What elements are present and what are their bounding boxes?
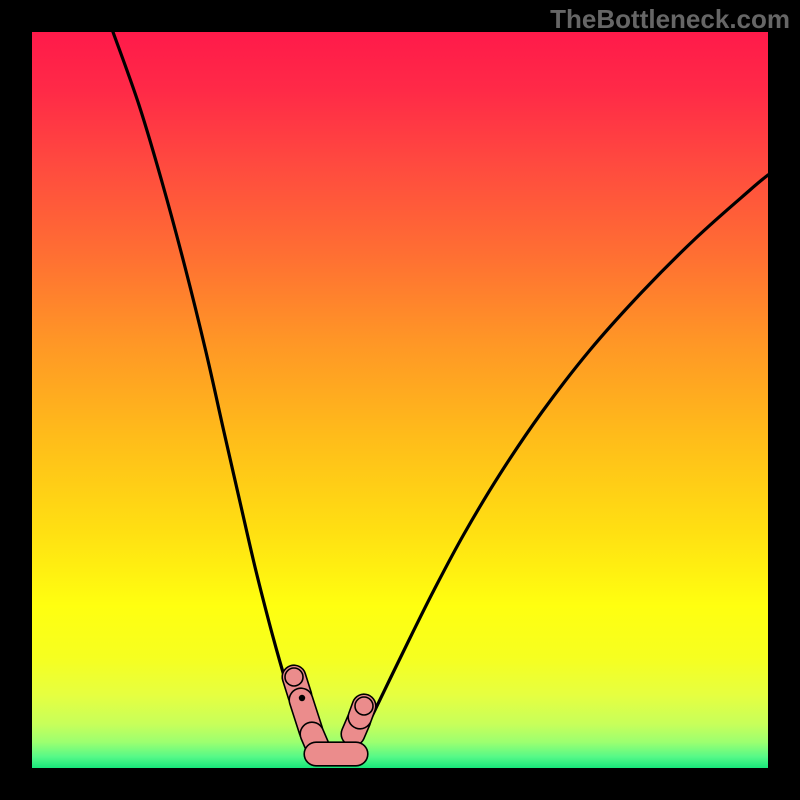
watermark-text: TheBottleneck.com — [550, 4, 790, 35]
joint-dot-0 — [299, 695, 305, 701]
curve-overlay — [0, 0, 800, 800]
left-curve — [113, 32, 313, 750]
right-top-marker — [355, 697, 373, 715]
left-top-marker — [285, 668, 303, 686]
canvas: TheBottleneck.com — [0, 0, 800, 800]
right-curve — [354, 175, 768, 752]
